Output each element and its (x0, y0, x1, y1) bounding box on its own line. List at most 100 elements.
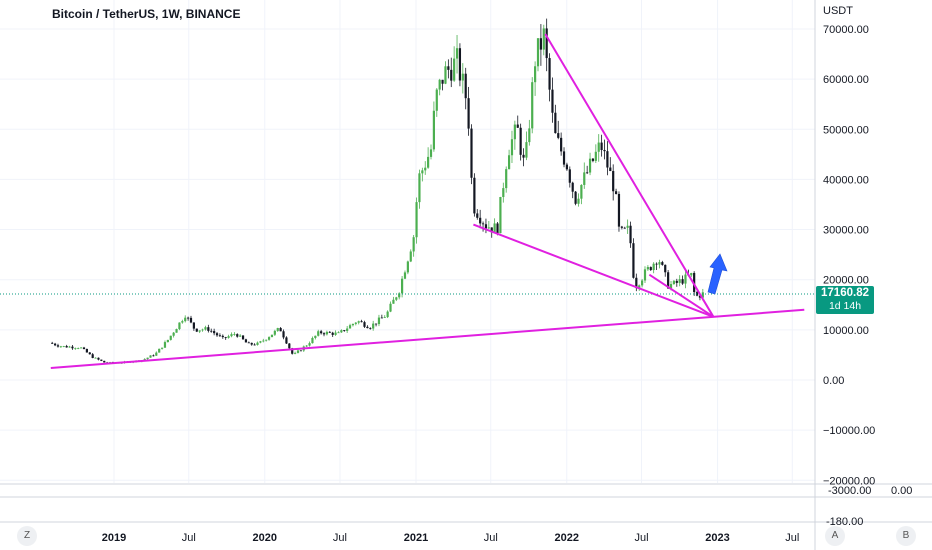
candle-body (247, 342, 250, 344)
trendline (544, 33, 715, 318)
candle-body (643, 269, 647, 281)
candle-body (175, 329, 178, 333)
candle-body (77, 348, 80, 350)
candle-body (265, 339, 268, 341)
candle-body (701, 292, 704, 298)
candle-body (409, 251, 412, 262)
candle-body (262, 340, 265, 342)
last-price-tag: 17160.82 1d 14h (816, 286, 874, 314)
candle-body (513, 124, 516, 140)
candle-body (227, 336, 230, 338)
candle-body (97, 357, 100, 360)
candle-body (328, 331, 331, 333)
candle-body (403, 272, 407, 279)
candle-body (282, 331, 285, 338)
candle-body (684, 274, 687, 284)
candle-body (308, 343, 311, 346)
up-arrow-annotation (707, 253, 728, 295)
candle-body (322, 333, 326, 335)
candle-body (363, 322, 366, 327)
candle-body (661, 262, 664, 265)
candle-body (481, 223, 485, 225)
candle-body (172, 332, 175, 336)
candle-body (169, 335, 172, 340)
trendline (50, 308, 805, 369)
zoom-reset-button[interactable]: Z (17, 526, 37, 546)
candle-body (455, 48, 459, 59)
candle-body (149, 355, 152, 358)
candle-body (395, 297, 398, 300)
candle-body (56, 345, 60, 347)
candle-body (346, 328, 349, 331)
trendlines (50, 33, 805, 369)
candle-body (389, 303, 392, 312)
candle-body (230, 334, 233, 337)
candle-body (241, 335, 245, 340)
candle-body (600, 142, 603, 150)
candle-body (415, 202, 418, 238)
candle-body (568, 169, 571, 183)
candle-body (562, 151, 566, 165)
candle-body (65, 346, 68, 348)
candle-body (675, 280, 678, 283)
candle-body (484, 224, 488, 229)
candle-body (386, 311, 389, 318)
candle-body (334, 332, 337, 335)
candle-body (299, 350, 302, 352)
candle-body (519, 127, 522, 155)
candle-body (418, 173, 421, 203)
candle-body (641, 280, 644, 286)
candle-body (574, 191, 577, 204)
candle-body (667, 272, 670, 289)
candle-body (623, 227, 626, 229)
candle-body (493, 223, 496, 233)
candle-body (626, 225, 629, 228)
candle-body (548, 58, 551, 90)
candle-body (372, 323, 375, 329)
candle-body (256, 342, 259, 345)
candle-body (366, 326, 369, 329)
auto-scale-button[interactable]: A (825, 526, 845, 546)
candle-body (499, 197, 502, 234)
candle-body (293, 352, 297, 354)
candle-body (479, 217, 482, 224)
candle-body (250, 342, 253, 345)
candle-body (51, 342, 54, 344)
candle-body (253, 344, 256, 346)
log-scale-button[interactable]: B (896, 526, 916, 546)
candle-body (369, 328, 372, 329)
candle-body (192, 322, 195, 329)
candle-body (221, 335, 224, 338)
candle-body (629, 225, 632, 244)
candle-body (612, 171, 615, 192)
candle-body (207, 327, 210, 331)
candle-body (528, 128, 531, 143)
candle-body (184, 317, 187, 322)
candle-body (198, 330, 201, 332)
candle-body (690, 272, 693, 276)
trendline (473, 223, 714, 318)
candle-body (507, 155, 511, 170)
grid-lines (0, 0, 815, 483)
candle-body (594, 151, 597, 161)
candle-body (94, 357, 97, 359)
candle-body (441, 79, 444, 84)
candle-body (158, 348, 161, 353)
candle-body (166, 339, 169, 343)
candle-body (432, 110, 436, 150)
candle-body (609, 167, 612, 172)
candle-body (213, 331, 216, 334)
candle-body (664, 264, 667, 273)
candle-body (606, 151, 609, 168)
candle-body (412, 237, 415, 252)
candle-body (383, 317, 386, 318)
candle-body (467, 98, 470, 129)
candle-body (59, 346, 62, 348)
candle-body (421, 170, 424, 174)
candle-body (424, 167, 427, 171)
candle-body (678, 279, 681, 283)
candle-body (71, 346, 74, 349)
candle-body (603, 149, 606, 152)
candle-body (557, 133, 560, 138)
